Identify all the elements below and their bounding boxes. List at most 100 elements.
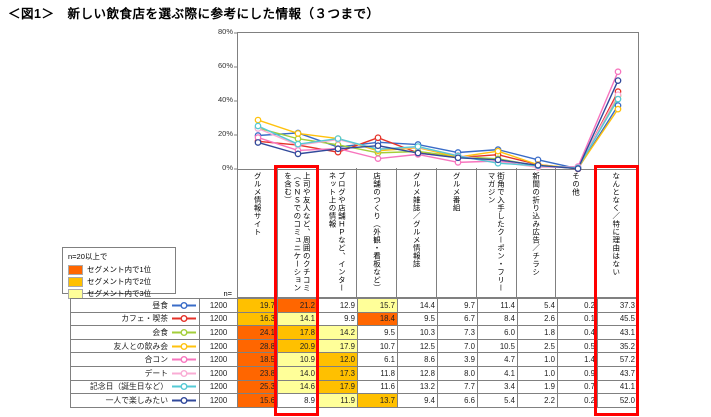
- n-value-cell: 1200: [199, 352, 238, 367]
- data-point-marker: [254, 116, 262, 124]
- category-label-cell: 新聞の折り込み広告／チラシ: [517, 168, 557, 297]
- category-label-cell: グルメ番組: [437, 168, 477, 297]
- series-name: 合コン: [144, 355, 168, 365]
- series-label-cell: 記念日（誕生日など）: [70, 379, 200, 395]
- value-cell: 17.9: [317, 379, 358, 395]
- value-cell: 9.4: [397, 393, 438, 408]
- n-value-cell: 1200: [199, 379, 238, 395]
- data-point-marker: [574, 165, 582, 173]
- value-cell: 25.3: [237, 379, 278, 395]
- table-row: 会食 1200 24.1 17.8 14.2 9.5 10.3 7.3 6.0 1.8 0.4 43.…: [70, 325, 638, 340]
- series-label-cell: 合コン: [70, 352, 200, 367]
- value-cell: 14.2: [317, 325, 358, 340]
- category-label-cell: その他: [556, 168, 597, 297]
- table-row: 昼食 1200 19.7 21.2 12.9 15.7 14.4 9.7 11.4 5.4 0.2 3…: [70, 298, 638, 313]
- value-cell: 7.3: [437, 325, 478, 340]
- value-cell: 9.5: [397, 311, 438, 327]
- n-column-header: n=: [223, 289, 232, 298]
- n-value-cell: 1200: [199, 325, 238, 340]
- value-cell: 1.0: [517, 365, 558, 381]
- data-point-marker: [454, 154, 462, 162]
- value-cell: 14.1: [277, 311, 318, 327]
- line-chart-plot-area: [234, 32, 639, 173]
- value-cell: 1.9: [517, 379, 558, 395]
- data-point-marker: [534, 161, 542, 169]
- value-cell: 13.2: [397, 379, 438, 395]
- series-line: [257, 108, 619, 169]
- data-point-marker: [614, 95, 622, 103]
- value-cell: 1.0: [517, 352, 558, 367]
- value-cell: 8.4: [477, 311, 518, 327]
- category-label-cell: 店舗のつくり（外観・看板など）: [357, 168, 398, 297]
- value-cell: 1.4: [557, 352, 598, 367]
- value-cell: 10.5: [477, 338, 518, 354]
- value-cell: 2.6: [517, 311, 558, 327]
- series-marker-icon: [172, 356, 196, 364]
- value-cell: 17.9: [317, 338, 358, 354]
- data-point-marker: [254, 122, 262, 130]
- data-point-marker: [614, 77, 622, 84]
- value-cell: 23.8: [237, 365, 278, 381]
- category-label-cell: なんとなく／特に理由はない: [611, 172, 621, 276]
- line-chart: [234, 32, 622, 173]
- data-point-marker: [414, 143, 422, 150]
- value-cell: 5.4: [477, 393, 518, 408]
- value-cell: 52.0: [597, 393, 638, 408]
- value-cell: 8.6: [397, 352, 438, 367]
- category-label-cell: グルメ雑誌／グルメ情報誌: [397, 168, 437, 297]
- rank-legend: n=20以上で セグメント内で1位 セグメント内で2位 セグメント内で3位: [62, 247, 176, 299]
- value-cell: 45.5: [597, 311, 638, 327]
- series-name: 友人との飲み会: [113, 341, 169, 351]
- data-point-marker: [294, 140, 302, 148]
- value-cell: 3.4: [477, 379, 518, 395]
- series-marker-icon: [172, 396, 196, 404]
- series-label-cell: 友人との飲み会: [70, 338, 200, 354]
- data-point-marker: [334, 145, 342, 153]
- value-cell: 0.4: [557, 325, 598, 340]
- series-line: [257, 91, 619, 170]
- series-label-cell: デート: [70, 365, 200, 381]
- series-line: [257, 80, 619, 170]
- value-cell: 6.1: [357, 352, 398, 367]
- value-cell: 10.7: [357, 338, 398, 354]
- series-name: カフェ・喫茶: [121, 314, 168, 324]
- series-line: [257, 105, 619, 170]
- legend-item-rank2: セグメント内で2位: [68, 276, 170, 287]
- data-point-marker: [254, 139, 262, 146]
- value-cell: 4.1: [477, 365, 518, 381]
- rank1-swatch: [68, 264, 83, 275]
- value-cell: 7.7: [437, 379, 478, 395]
- value-cell: 24.1: [237, 325, 278, 340]
- value-cell: 0.9: [557, 365, 598, 381]
- series-marker-icon: [172, 342, 196, 350]
- series-line: [257, 98, 619, 169]
- value-cell: 41.1: [597, 379, 638, 395]
- table-row: 一人で楽しみたい 1200 15.6 8.9 11.9 13.7 9.4 6.6 5.4 2.2 0…: [70, 393, 638, 408]
- value-cell: 12.5: [397, 338, 438, 354]
- data-point-marker: [374, 142, 382, 150]
- value-cell: 7.0: [437, 338, 478, 354]
- figure-title: ＜図1＞ 新しい飲食店を選ぶ際に参考にした情報（３つまで）: [8, 7, 380, 21]
- series-marker-icon: [172, 328, 196, 336]
- value-cell: 2.2: [517, 393, 558, 408]
- value-cell: 9.7: [437, 298, 478, 313]
- value-cell: 10.3: [397, 325, 438, 340]
- value-cell: 15.7: [357, 298, 398, 313]
- value-cell: 3.9: [437, 352, 478, 367]
- y-tick-label: 0%: [222, 163, 233, 172]
- series-label-cell: 一人で楽しみたい: [70, 393, 200, 408]
- data-point-marker: [294, 130, 302, 137]
- value-cell: 18.5: [237, 352, 278, 367]
- series-label-cell: 昼食: [70, 298, 200, 313]
- value-cell: 43.7: [597, 365, 638, 381]
- segment-data-table: 昼食 1200 19.7 21.2 12.9 15.7 14.4 9.7 11.4 5.4 0.2 3…: [70, 298, 638, 408]
- value-cell: 16.3: [237, 311, 278, 327]
- series-name: 昼食: [152, 300, 168, 310]
- value-cell: 14.4: [397, 298, 438, 313]
- value-cell: 11.8: [357, 365, 398, 381]
- series-marker-icon: [172, 301, 196, 309]
- value-cell: 12.0: [317, 352, 358, 367]
- value-cell: 10.9: [277, 352, 318, 367]
- value-cell: 4.7: [477, 352, 518, 367]
- series-name: 記念日（誕生日など）: [90, 382, 168, 392]
